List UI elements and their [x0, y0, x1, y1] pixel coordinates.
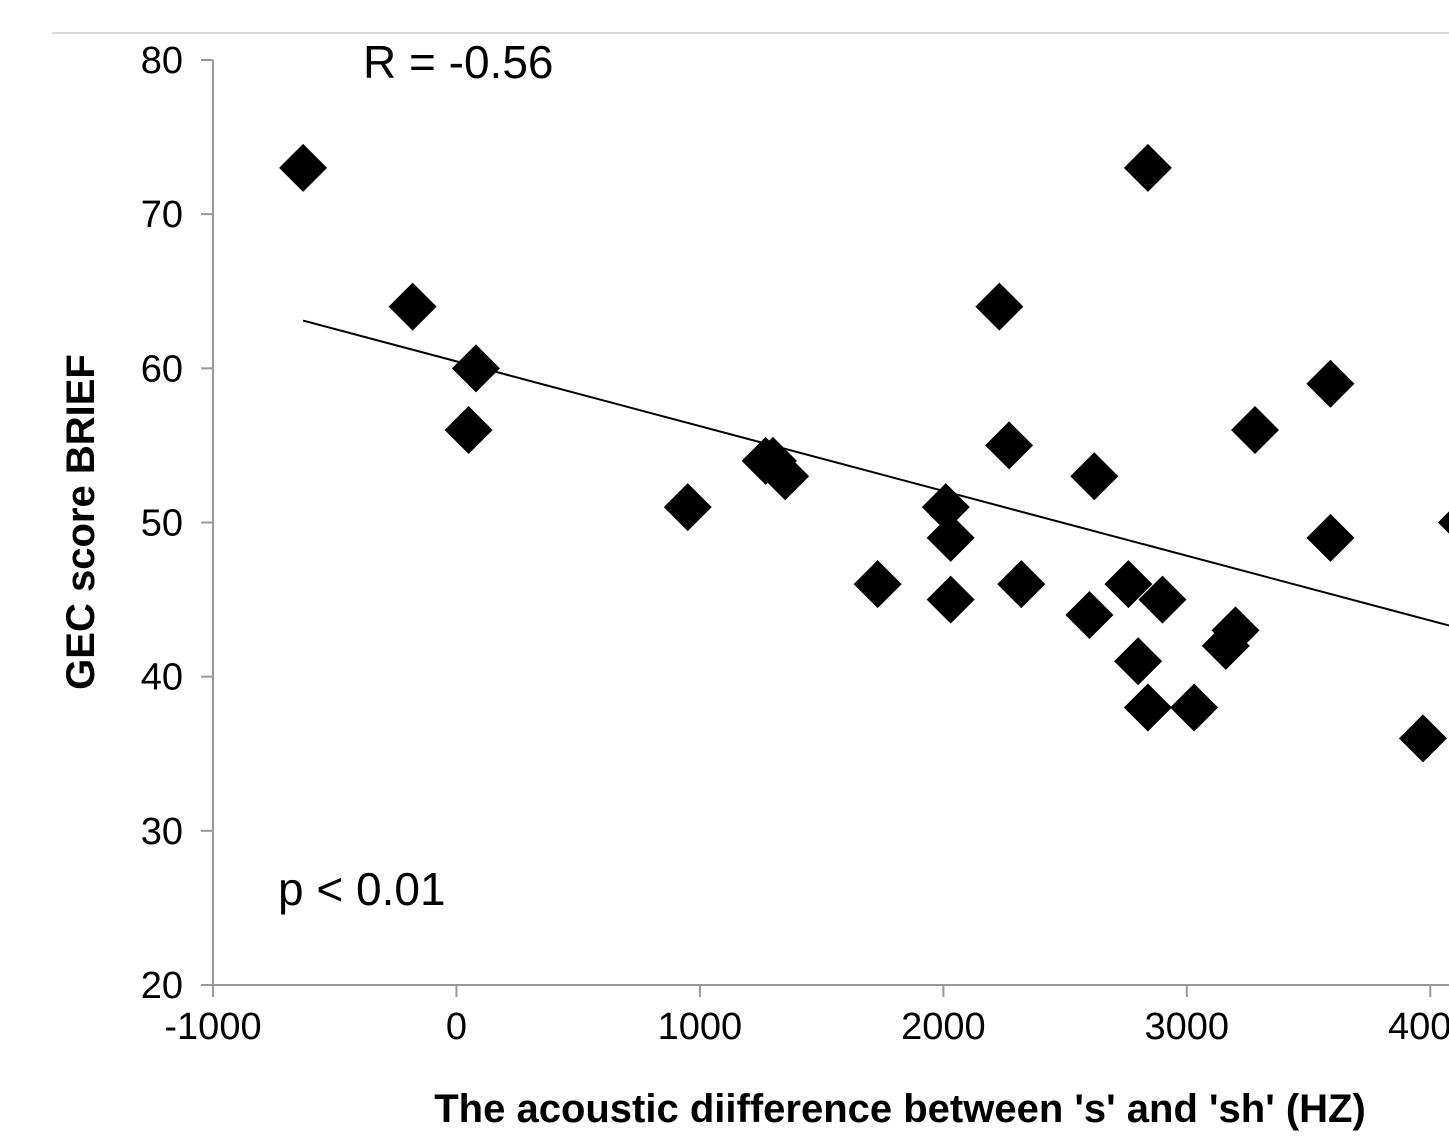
data-point: [1065, 591, 1114, 639]
y-tick-label: 20: [141, 965, 183, 1007]
y-tick-label: 80: [141, 40, 183, 82]
y-axis-title: GEC score BRIEF: [59, 354, 103, 690]
data-point: [1306, 359, 1355, 408]
data-point: [1123, 143, 1172, 192]
y-tick-label: 50: [141, 503, 183, 545]
y-tick-label: 60: [141, 348, 183, 390]
p-value-annotation: p < 0.01: [278, 863, 446, 915]
x-tick-label: 4000: [1388, 1006, 1449, 1048]
x-tick-label: 1000: [658, 1006, 743, 1048]
data-point: [451, 344, 500, 393]
data-point: [444, 406, 493, 454]
data-point: [1123, 683, 1172, 732]
data-point: [1398, 714, 1447, 763]
data-points: [279, 143, 1449, 763]
data-point: [1170, 683, 1219, 732]
r-value-annotation: R = -0.56: [363, 36, 554, 88]
data-point: [279, 143, 328, 192]
data-point: [997, 560, 1046, 609]
data-point: [1211, 606, 1260, 655]
data-point: [853, 560, 902, 609]
data-point: [926, 575, 975, 624]
y-tick-label: 40: [141, 657, 183, 699]
trendline-group: [302, 319, 1449, 627]
y-tick-label: 30: [141, 811, 183, 853]
data-point: [1138, 575, 1187, 624]
x-axis: -1000 0 1000 2000 3000 4000: [164, 984, 1449, 1048]
x-axis-title: The acoustic diifference between 's' and…: [434, 1087, 1366, 1131]
x-tick-label: 0: [446, 1006, 467, 1048]
data-point: [1104, 560, 1153, 609]
data-point: [663, 483, 712, 532]
data-point: [985, 421, 1034, 470]
y-axis: 20 30 40 50 60 70 80: [141, 40, 214, 1007]
x-tick-label: 3000: [1145, 1006, 1230, 1048]
data-point: [921, 483, 970, 532]
data-point: [1114, 637, 1163, 686]
data-point: [1230, 406, 1279, 454]
data-point: [1070, 452, 1119, 501]
data-point: [1306, 513, 1355, 562]
data-point: [761, 452, 810, 501]
x-tick-label: 2000: [901, 1006, 986, 1048]
data-point: [388, 282, 437, 331]
y-tick-label: 70: [141, 194, 183, 236]
x-tick-label: -1000: [164, 1006, 261, 1048]
data-point: [1437, 511, 1449, 534]
data-point: [975, 282, 1024, 331]
data-point: [926, 513, 975, 562]
trendline: [302, 319, 1449, 627]
